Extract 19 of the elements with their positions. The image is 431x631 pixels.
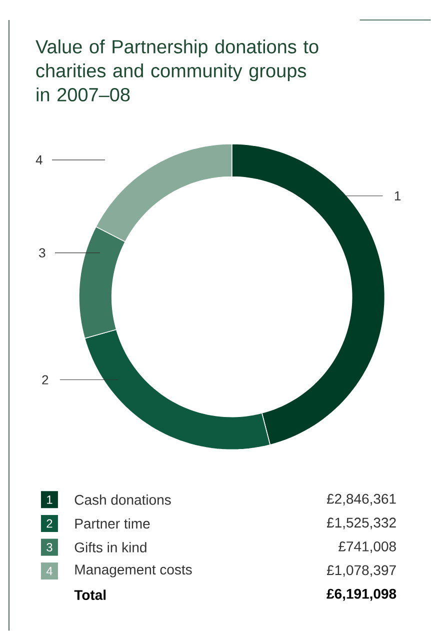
chart-title: Value of Partnership donations to charities and community groups in 2007–08 — [36, 40, 318, 102]
legend-label: Partner time — [75, 518, 150, 529]
legend-label: Management costs — [75, 564, 192, 578]
text: 1 — [394, 191, 400, 200]
data-label: £741,008 — [338, 541, 396, 554]
data-label: £1,078,397 — [326, 565, 396, 577]
text: 4 — [36, 155, 42, 164]
text: Total — [74, 590, 106, 600]
data-label: £1,525,332 — [326, 518, 396, 530]
legend-label: Gifts in kind — [74, 542, 146, 552]
text: 4 — [46, 566, 52, 576]
text: 2 — [46, 519, 52, 528]
text: 2 — [42, 375, 48, 384]
text: £6,191,098 — [326, 588, 396, 601]
data-label: £2,846,361 — [326, 494, 396, 506]
text: 3 — [38, 248, 46, 258]
text: 3 — [46, 543, 52, 552]
legend-label: Cash donations — [74, 494, 171, 505]
text: 1 — [46, 496, 52, 504]
